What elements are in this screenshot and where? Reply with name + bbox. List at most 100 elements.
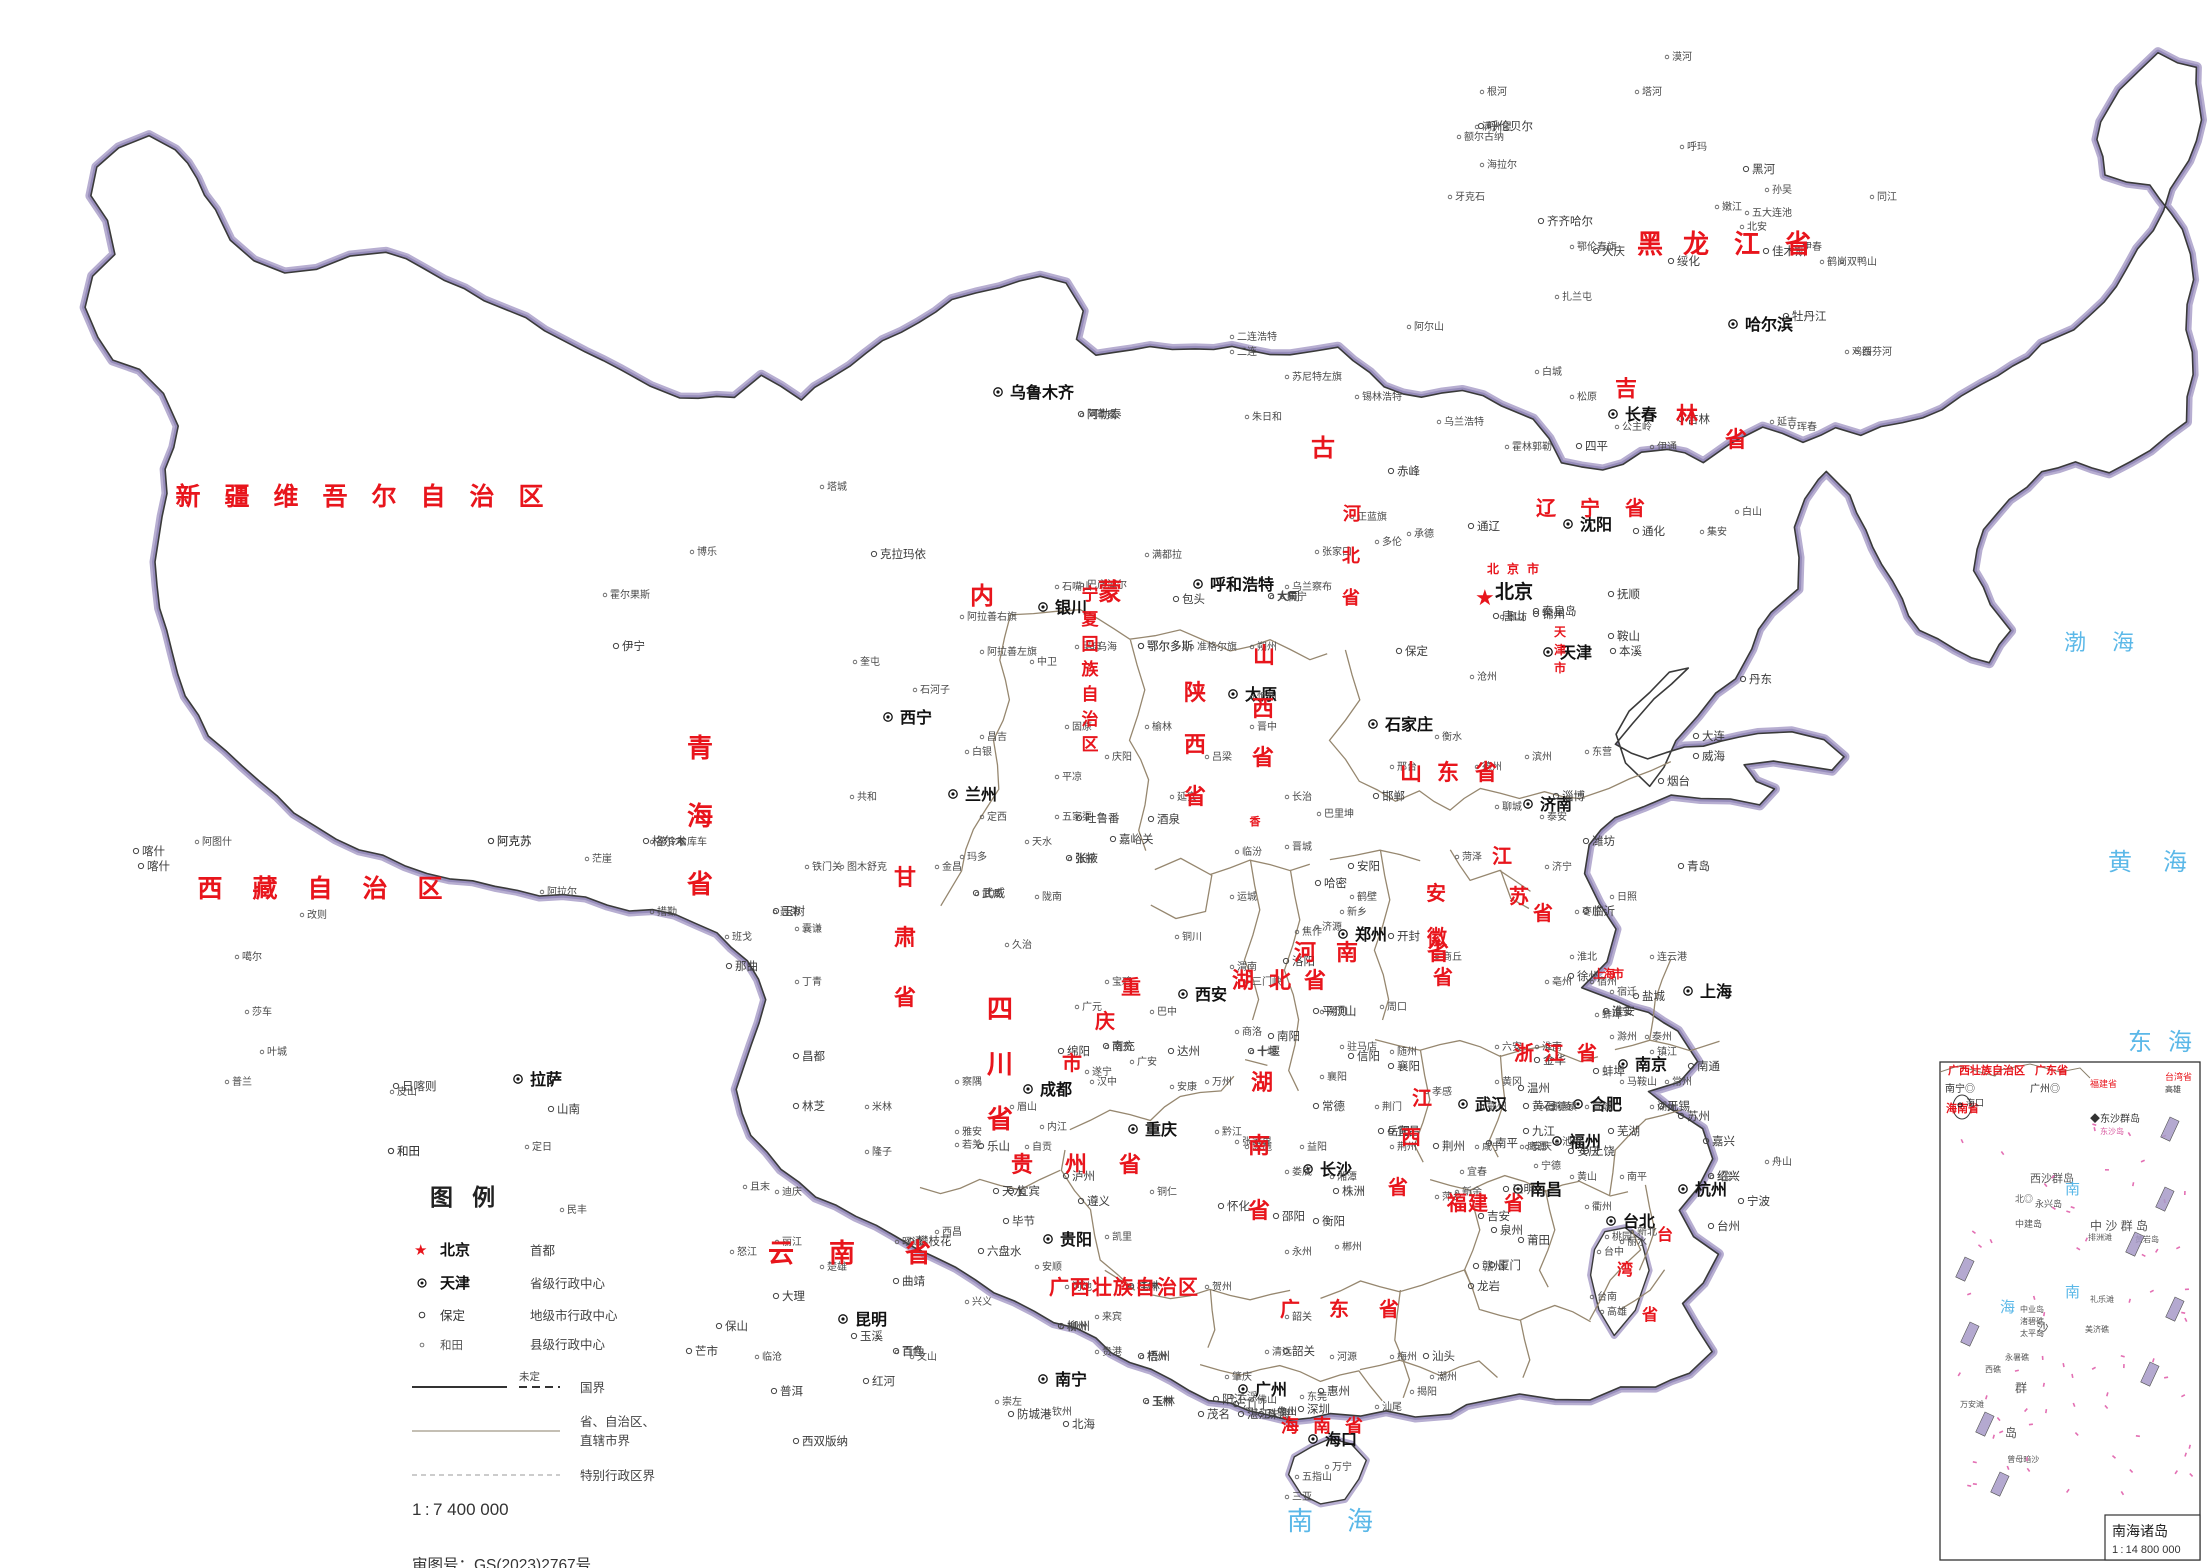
svg-text:共和: 共和 — [857, 791, 877, 803]
svg-text:未定: 未定 — [519, 1370, 540, 1383]
svg-text:揭阳: 揭阳 — [1417, 1385, 1437, 1398]
svg-text:尔: 尔 — [371, 482, 396, 511]
svg-text:审图号：GS(2023)2767号: 审图号：GS(2023)2767号 — [412, 1556, 591, 1568]
svg-text:镇江: 镇江 — [1657, 1045, 1677, 1058]
svg-text:维: 维 — [273, 482, 298, 511]
svg-text:襄阳: 襄阳 — [1397, 1059, 1420, 1073]
svg-text:襄阳: 襄阳 — [1327, 1070, 1347, 1083]
svg-text:西: 西 — [1252, 696, 1274, 721]
svg-text:准格尔旗: 准格尔旗 — [1197, 640, 1237, 653]
svg-text:若羌: 若羌 — [962, 1138, 982, 1151]
svg-text:迪庆: 迪庆 — [782, 1185, 802, 1198]
svg-text:莎车: 莎车 — [252, 1005, 272, 1018]
svg-text:贵港: 贵港 — [1102, 1345, 1122, 1358]
svg-text:临沧: 临沧 — [762, 1350, 782, 1363]
svg-text:海: 海 — [1281, 1415, 1299, 1436]
svg-text:南海诸岛: 南海诸岛 — [2112, 1523, 2168, 1539]
svg-text:二连: 二连 — [1237, 345, 1257, 358]
svg-text:烟台: 烟台 — [1667, 774, 1690, 788]
svg-text:惠州: 惠州 — [1327, 1384, 1350, 1398]
svg-text:省: 省 — [1251, 745, 1274, 770]
svg-text:滁州: 滁州 — [1617, 1030, 1637, 1043]
svg-text:排洲滩: 排洲滩 — [2088, 1232, 2112, 1242]
svg-text:温州: 温州 — [1527, 1081, 1550, 1095]
svg-text:改则: 改则 — [307, 908, 327, 921]
svg-text:白银: 白银 — [972, 745, 992, 758]
svg-text:江: 江 — [1492, 845, 1512, 868]
svg-text:成都: 成都 — [1040, 1080, 1072, 1099]
svg-text:喀什: 喀什 — [142, 845, 165, 858]
svg-text:乌兰察布: 乌兰察布 — [1292, 580, 1332, 593]
svg-text:族: 族 — [1113, 1275, 1134, 1299]
svg-text:陕: 陕 — [1184, 680, 1206, 705]
svg-text:海: 海 — [687, 801, 713, 831]
svg-text:治: 治 — [1157, 1275, 1177, 1299]
svg-text:自贡: 自贡 — [1032, 1140, 1052, 1153]
svg-text:来宾: 来宾 — [1102, 1310, 1122, 1323]
svg-text:连云港: 连云港 — [1657, 950, 1687, 963]
svg-text:眉山: 眉山 — [1017, 1101, 1037, 1113]
svg-text:台湾省: 台湾省 — [2165, 1071, 2192, 1082]
svg-text:省: 省 — [1503, 1192, 1524, 1215]
svg-text:曲靖: 曲靖 — [902, 1275, 925, 1288]
svg-text:普兰: 普兰 — [232, 1075, 252, 1088]
svg-text:★: ★ — [414, 1242, 427, 1259]
svg-text:凯里: 凯里 — [1112, 1230, 1132, 1243]
svg-text:临汾: 临汾 — [1242, 845, 1262, 858]
svg-text:林: 林 — [1676, 403, 1698, 428]
svg-text:泰州: 泰州 — [1652, 1030, 1672, 1043]
svg-text:1 : 14 800 000: 1 : 14 800 000 — [2112, 1544, 2181, 1556]
svg-text:赣州: 赣州 — [1482, 1259, 1505, 1273]
svg-text:福建省: 福建省 — [2090, 1078, 2117, 1089]
svg-text:海口: 海口 — [1966, 1097, 1984, 1108]
svg-text:郴州: 郴州 — [1342, 1240, 1362, 1253]
svg-text:久治: 久治 — [1012, 938, 1032, 951]
svg-text:漠河: 漠河 — [1672, 51, 1692, 63]
svg-text:亳州: 亳州 — [1552, 975, 1572, 988]
svg-text:嘉峪关: 嘉峪关 — [1119, 832, 1154, 846]
svg-text:六盘水: 六盘水 — [987, 1244, 1022, 1258]
svg-text:山: 山 — [1400, 760, 1422, 785]
svg-text:周口: 周口 — [1387, 1001, 1407, 1013]
svg-text:河源: 河源 — [1337, 1350, 1357, 1363]
svg-text:1 : 7 400 000: 1 : 7 400 000 — [412, 1500, 509, 1519]
svg-text:菏泽: 菏泽 — [1462, 851, 1482, 863]
svg-text:阿克苏: 阿克苏 — [497, 835, 532, 848]
svg-text:白山: 白山 — [1742, 505, 1762, 518]
svg-text:南平: 南平 — [1627, 1170, 1647, 1183]
svg-text:重庆: 重庆 — [1145, 1120, 1177, 1139]
svg-text:宁德: 宁德 — [1541, 1159, 1561, 1172]
svg-text:区: 区 — [417, 875, 442, 903]
svg-text:天津: 天津 — [440, 1274, 470, 1292]
svg-text:州: 州 — [1065, 1152, 1087, 1177]
svg-text:区: 区 — [1082, 735, 1099, 754]
svg-text:庆: 庆 — [1095, 1009, 1115, 1033]
svg-text:安: 安 — [1426, 881, 1446, 905]
svg-text:克拉玛依: 克拉玛依 — [880, 547, 926, 561]
svg-text:那曲: 那曲 — [735, 960, 758, 973]
svg-text:县级行政中心: 县级行政中心 — [530, 1337, 606, 1352]
svg-text:白城: 白城 — [1542, 365, 1562, 378]
svg-text:隆子: 隆子 — [872, 1145, 892, 1158]
svg-text:省: 省 — [1344, 1415, 1363, 1436]
svg-text:美济礁: 美济礁 — [2085, 1324, 2109, 1334]
svg-text:巴里坤: 巴里坤 — [1324, 807, 1354, 820]
svg-text:承德: 承德 — [1414, 527, 1434, 540]
svg-text:额尔古纳: 额尔古纳 — [1464, 130, 1504, 143]
svg-text:海: 海 — [1347, 1506, 1373, 1536]
svg-text:达州: 达州 — [1177, 1044, 1200, 1058]
svg-text:蒙: 蒙 — [1098, 579, 1122, 606]
svg-text:伊宁: 伊宁 — [622, 639, 645, 653]
svg-text:北京: 北京 — [1495, 580, 1533, 603]
svg-text:正蓝旗: 正蓝旗 — [1357, 510, 1387, 523]
svg-text:博乐: 博乐 — [697, 545, 717, 558]
svg-text:昆明: 昆明 — [855, 1311, 887, 1329]
svg-text:兰州: 兰州 — [965, 785, 997, 804]
svg-text:省: 省 — [1724, 427, 1747, 452]
svg-text:班戈: 班戈 — [732, 930, 752, 943]
svg-text:治: 治 — [1082, 709, 1099, 729]
svg-text:省: 省 — [904, 1238, 931, 1268]
svg-text:中卫: 中卫 — [1037, 655, 1057, 668]
svg-text:省: 省 — [686, 869, 713, 899]
svg-text:集安: 集安 — [1707, 525, 1727, 538]
